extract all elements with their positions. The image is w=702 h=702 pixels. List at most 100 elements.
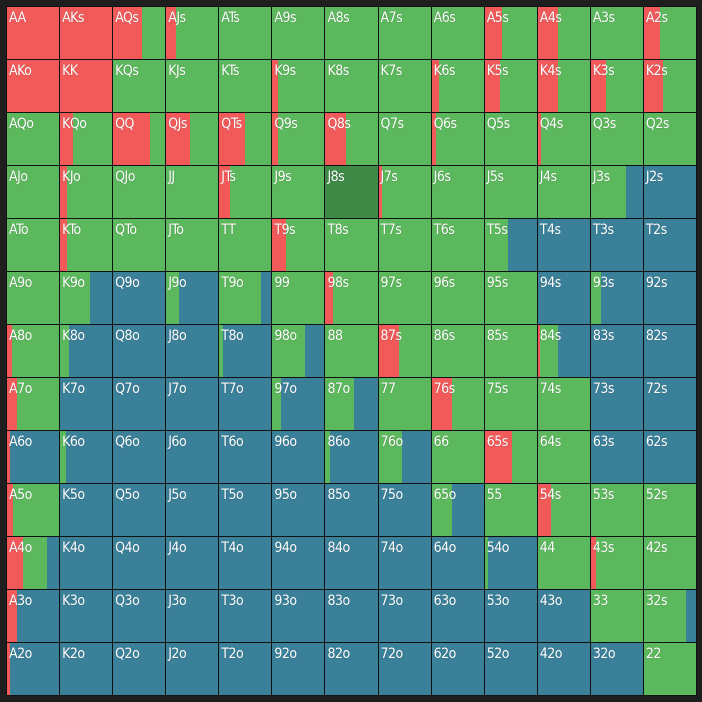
hand-cell-94s[interactable]: 94s <box>537 272 590 324</box>
hand-cell-t2s[interactable]: T2s <box>643 219 696 271</box>
hand-cell-43o[interactable]: 43o <box>537 590 590 642</box>
hand-cell-kk[interactable]: KK <box>60 60 113 112</box>
hand-cell-62o[interactable]: 62o <box>431 643 484 695</box>
hand-cell-kts[interactable]: KTs <box>219 60 272 112</box>
hand-cell-q5o[interactable]: Q5o <box>113 484 166 536</box>
hand-cell-k5o[interactable]: K5o <box>60 484 113 536</box>
hand-cell-86s[interactable]: 86s <box>431 325 484 377</box>
hand-cell-a6o[interactable]: A6o <box>7 431 60 483</box>
hand-cell-63s[interactable]: 63s <box>590 431 643 483</box>
hand-cell-63o[interactable]: 63o <box>431 590 484 642</box>
hand-cell-a2s[interactable]: A2s <box>643 7 696 59</box>
hand-cell-a9o[interactable]: A9o <box>7 272 60 324</box>
hand-cell-75o[interactable]: 75o <box>378 484 431 536</box>
hand-cell-42o[interactable]: 42o <box>537 643 590 695</box>
hand-cell-j4o[interactable]: J4o <box>166 537 219 589</box>
hand-cell-93s[interactable]: 93s <box>590 272 643 324</box>
hand-cell-75s[interactable]: 75s <box>484 378 537 430</box>
hand-cell-t8s[interactable]: T8s <box>325 219 378 271</box>
hand-cell-q8s[interactable]: Q8s <box>325 113 378 165</box>
hand-cell-kjs[interactable]: KJs <box>166 60 219 112</box>
hand-cell-jj[interactable]: JJ <box>166 166 219 218</box>
hand-cell-k4o[interactable]: K4o <box>60 537 113 589</box>
hand-cell-k6o[interactable]: K6o <box>60 431 113 483</box>
hand-cell-55[interactable]: 55 <box>484 484 537 536</box>
hand-cell-84o[interactable]: 84o <box>325 537 378 589</box>
hand-cell-t5s[interactable]: T5s <box>484 219 537 271</box>
hand-cell-a7s[interactable]: A7s <box>378 7 431 59</box>
hand-cell-85s[interactable]: 85s <box>484 325 537 377</box>
hand-cell-q3o[interactable]: Q3o <box>113 590 166 642</box>
hand-cell-22[interactable]: 22 <box>643 643 696 695</box>
hand-cell-85o[interactable]: 85o <box>325 484 378 536</box>
hand-cell-a5o[interactable]: A5o <box>7 484 60 536</box>
hand-cell-k8o[interactable]: K8o <box>60 325 113 377</box>
hand-cell-a7o[interactable]: A7o <box>7 378 60 430</box>
hand-cell-a9s[interactable]: A9s <box>272 7 325 59</box>
hand-cell-j2s[interactable]: J2s <box>643 166 696 218</box>
hand-cell-j6s[interactable]: J6s <box>431 166 484 218</box>
hand-cell-a8o[interactable]: A8o <box>7 325 60 377</box>
hand-cell-t8o[interactable]: T8o <box>219 325 272 377</box>
hand-cell-96o[interactable]: 96o <box>272 431 325 483</box>
hand-cell-86o[interactable]: 86o <box>325 431 378 483</box>
hand-cell-j9o[interactable]: J9o <box>166 272 219 324</box>
hand-cell-q7s[interactable]: Q7s <box>378 113 431 165</box>
hand-cell-kqo[interactable]: KQo <box>60 113 113 165</box>
hand-cell-52o[interactable]: 52o <box>484 643 537 695</box>
hand-cell-84s[interactable]: 84s <box>537 325 590 377</box>
hand-cell-t6o[interactable]: T6o <box>219 431 272 483</box>
hand-cell-54o[interactable]: 54o <box>484 537 537 589</box>
hand-cell-k4s[interactable]: K4s <box>537 60 590 112</box>
hand-cell-j5o[interactable]: J5o <box>166 484 219 536</box>
hand-cell-95o[interactable]: 95o <box>272 484 325 536</box>
hand-cell-74s[interactable]: 74s <box>537 378 590 430</box>
hand-cell-52s[interactable]: 52s <box>643 484 696 536</box>
hand-cell-73o[interactable]: 73o <box>378 590 431 642</box>
hand-cell-t6s[interactable]: T6s <box>431 219 484 271</box>
hand-cell-t7s[interactable]: T7s <box>378 219 431 271</box>
hand-cell-97o[interactable]: 97o <box>272 378 325 430</box>
hand-cell-q2o[interactable]: Q2o <box>113 643 166 695</box>
hand-cell-94o[interactable]: 94o <box>272 537 325 589</box>
hand-cell-43s[interactable]: 43s <box>590 537 643 589</box>
hand-cell-q4s[interactable]: Q4s <box>537 113 590 165</box>
hand-cell-66[interactable]: 66 <box>431 431 484 483</box>
hand-cell-82o[interactable]: 82o <box>325 643 378 695</box>
hand-cell-j3o[interactable]: J3o <box>166 590 219 642</box>
hand-cell-q7o[interactable]: Q7o <box>113 378 166 430</box>
hand-cell-qto[interactable]: QTo <box>113 219 166 271</box>
hand-cell-t9s[interactable]: T9s <box>272 219 325 271</box>
hand-cell-93o[interactable]: 93o <box>272 590 325 642</box>
hand-cell-k9o[interactable]: K9o <box>60 272 113 324</box>
hand-cell-32s[interactable]: 32s <box>643 590 696 642</box>
hand-cell-q4o[interactable]: Q4o <box>113 537 166 589</box>
hand-cell-k3o[interactable]: K3o <box>60 590 113 642</box>
hand-cell-q6s[interactable]: Q6s <box>431 113 484 165</box>
hand-cell-aa[interactable]: AA <box>7 7 60 59</box>
hand-cell-j7o[interactable]: J7o <box>166 378 219 430</box>
hand-cell-aks[interactable]: AKs <box>60 7 113 59</box>
hand-cell-j8s[interactable]: J8s <box>325 166 378 218</box>
hand-cell-t9o[interactable]: T9o <box>219 272 272 324</box>
hand-cell-ajo[interactable]: AJo <box>7 166 60 218</box>
hand-cell-87o[interactable]: 87o <box>325 378 378 430</box>
hand-cell-t3s[interactable]: T3s <box>590 219 643 271</box>
hand-cell-87s[interactable]: 87s <box>378 325 431 377</box>
hand-cell-k2s[interactable]: K2s <box>643 60 696 112</box>
hand-cell-98o[interactable]: 98o <box>272 325 325 377</box>
hand-cell-64o[interactable]: 64o <box>431 537 484 589</box>
hand-cell-j4s[interactable]: J4s <box>537 166 590 218</box>
hand-cell-53o[interactable]: 53o <box>484 590 537 642</box>
hand-cell-92s[interactable]: 92s <box>643 272 696 324</box>
hand-cell-t4s[interactable]: T4s <box>537 219 590 271</box>
hand-cell-a5s[interactable]: A5s <box>484 7 537 59</box>
hand-cell-j3s[interactable]: J3s <box>590 166 643 218</box>
hand-cell-a6s[interactable]: A6s <box>431 7 484 59</box>
hand-cell-a2o[interactable]: A2o <box>7 643 60 695</box>
hand-cell-82s[interactable]: 82s <box>643 325 696 377</box>
hand-cell-k8s[interactable]: K8s <box>325 60 378 112</box>
hand-cell-k2o[interactable]: K2o <box>60 643 113 695</box>
hand-cell-a3o[interactable]: A3o <box>7 590 60 642</box>
hand-cell-qts[interactable]: QTs <box>219 113 272 165</box>
